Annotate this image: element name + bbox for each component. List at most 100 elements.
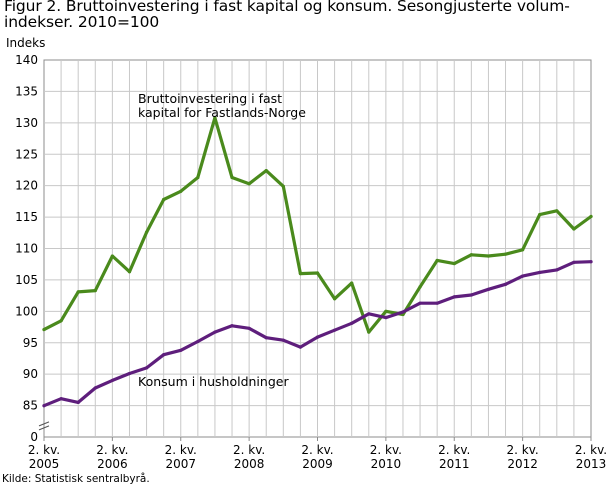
data-point [247,326,251,330]
data-point [230,324,234,328]
y-tick-label: 0 [30,430,38,444]
data-point [503,252,508,256]
data-point [521,274,525,278]
x-tick-label: 2011 [439,457,470,471]
data-point [179,348,183,352]
x-tick-label: 2012 [507,457,538,471]
y-tick-label: 140 [15,53,38,67]
data-point [196,175,200,180]
x-tick-label: 2. kv. [507,443,539,457]
x-tick-label: 2. kv. [438,443,470,457]
y-tick-label: 105 [15,273,38,287]
x-tick-label: 2. kv. [370,443,402,457]
data-point [281,184,285,188]
x-tick-label: 2013 [576,457,607,471]
source-note: Kilde: Statistisk sentralbyrå. [2,473,150,485]
y-tick-label: 120 [15,179,38,193]
y-tick-label: 125 [15,147,38,161]
data-point [213,116,217,120]
data-point [230,175,234,180]
data-point [298,272,303,276]
axis-break-mark [38,421,50,427]
data-point [367,330,371,334]
data-point [452,261,456,266]
x-tick-label: 2008 [234,457,265,471]
series-label: kapital for Fastlands-Norge [138,105,306,120]
x-tick-label: 2. kv. [301,443,333,457]
data-point [486,254,491,258]
x-tick-label: 2009 [302,457,333,471]
data-point [247,182,251,186]
data-point [589,260,593,264]
data-point [127,371,132,376]
data-point [384,309,388,313]
data-point [264,168,268,173]
x-tick-label: 2006 [97,457,128,471]
data-point [435,258,439,263]
x-tick-label: 2. kv. [28,443,60,457]
data-point [350,321,354,325]
data-point [76,400,80,405]
data-point [589,214,593,219]
data-point [144,366,149,370]
series-label: Konsum i husholdninger [138,374,289,389]
y-tick-label: 95 [23,336,38,350]
data-point [162,353,166,357]
data-point [76,290,80,294]
data-point [367,312,371,316]
data-point [572,227,576,231]
data-point [418,285,422,289]
data-point [59,397,63,401]
y-tick-label: 85 [23,399,38,413]
data-point [572,260,576,264]
data-point [555,209,559,213]
data-point [264,336,268,340]
data-point [281,338,285,342]
x-tick-label: 2. kv. [575,443,607,457]
y-axis-label: Indeks [6,36,45,50]
data-point [486,287,491,291]
data-point [350,281,354,285]
y-tick-label: 100 [15,304,38,318]
data-point [452,295,456,299]
data-point [538,212,542,217]
x-tick-label: 2010 [371,457,402,471]
data-point [213,330,217,334]
data-point [384,316,388,320]
chart-title: Figur 2. Bruttoinvestering i fast kapita… [4,0,570,31]
x-tick-label: 2. kv. [165,443,197,457]
x-tick-label: 2007 [165,457,196,471]
data-point [503,282,508,286]
data-point [110,378,114,383]
y-tick-label: 135 [15,84,38,98]
data-point [298,345,303,349]
data-point [196,339,200,344]
data-point [144,230,149,234]
x-tick-label: 2. kv. [96,443,128,457]
data-point [521,248,525,252]
data-point [315,335,320,339]
data-point [315,271,320,275]
data-point [418,301,422,305]
data-point [555,268,559,272]
data-point [110,254,114,258]
data-point [42,327,46,332]
data-point [179,189,183,193]
data-point [59,319,63,323]
y-tick-label: 110 [15,242,38,256]
data-point [93,288,97,293]
data-point [93,386,97,390]
data-point [435,301,439,305]
series-label: Bruttoinvestering i fast [138,91,282,106]
y-tick-label: 90 [23,367,38,381]
data-point [127,270,132,274]
axis-break-mark [38,425,50,431]
y-tick-label: 115 [15,210,38,224]
x-tick-label: 2005 [29,457,60,471]
y-tick-label: 130 [15,116,38,130]
data-point [42,404,46,408]
data-point [162,197,166,202]
data-point [332,328,337,332]
x-tick-label: 2. kv. [233,443,265,457]
